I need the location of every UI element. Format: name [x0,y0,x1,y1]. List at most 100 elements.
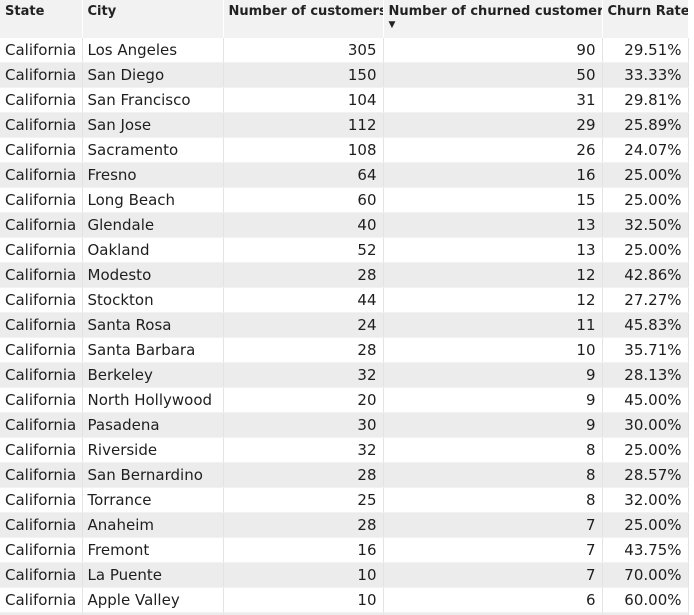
cell-churned: 9 [383,362,603,388]
cell-churned: 11 [383,312,603,338]
cell-city: Pasadena [82,412,224,438]
cell-customers: 104 [223,87,384,113]
cell-city: Oakland [82,237,224,263]
sort-descending-icon[interactable]: ▼ [388,20,396,30]
cell-rate: 29.81% [602,87,689,113]
table-row[interactable]: California Stockton 44 12 27.27% [0,287,689,313]
cell-customers: 32 [223,437,384,463]
cell-customers: 32 [223,362,384,388]
cell-city: Riverside [82,437,224,463]
cell-city: Stockton [82,287,224,313]
cell-rate: 28.13% [602,362,689,388]
header-label-city: City [87,4,117,19]
table-row[interactable]: California Fremont 16 7 43.75% [0,537,689,563]
table-row[interactable]: California Modesto 28 12 42.86% [0,262,689,288]
cell-state: California [0,337,83,363]
cell-churned: 16 [383,162,603,188]
table-row[interactable]: California Pasadena 30 9 30.00% [0,412,689,438]
table-row[interactable]: California Oakland 52 13 25.00% [0,237,689,263]
column-header-customers[interactable]: Number of customers [223,0,384,38]
table-row[interactable]: California Riverside 32 8 25.00% [0,437,689,463]
table-row[interactable]: California Glendale 40 13 32.50% [0,212,689,238]
table-row[interactable]: California Anaheim 28 7 25.00% [0,512,689,538]
cell-churned: 12 [383,287,603,313]
table-row[interactable]: CaliforniaBurbank25624.00% [0,612,689,615]
cell-customers: 10 [223,562,384,588]
cell-city: Apple Valley [82,587,224,613]
cell-customers: 25 [223,612,384,615]
cell-state: California [0,562,83,588]
cell-rate: 45.83% [602,312,689,338]
cell-churned: 15 [383,187,603,213]
cell-state: California [0,387,83,413]
cell-churned: 8 [383,487,603,513]
table-row[interactable]: California Santa Rosa 24 11 45.83% [0,312,689,338]
table-row[interactable]: California Berkeley 32 9 28.13% [0,362,689,388]
cell-churned: 13 [383,237,603,263]
cell-state: California [0,212,83,238]
cell-state: California [0,287,83,313]
cell-customers: 30 [223,412,384,438]
cell-churned: 13 [383,212,603,238]
column-header-churned[interactable]: Number of churned customers ▼ [383,0,603,38]
table-row[interactable]: California San Francisco 104 31 29.81% [0,87,689,113]
table-row[interactable]: California Sacramento 108 26 24.07% [0,137,689,163]
header-label-churned: Number of churned customers [388,4,602,19]
cell-state: California [0,262,83,288]
cell-churned: 26 [383,137,603,163]
cell-city: Los Angeles [82,38,224,63]
cell-customers: 40 [223,212,384,238]
cell-city: Fresno [82,162,224,188]
cell-city: Berkeley [82,362,224,388]
cell-city: Burbank [82,612,224,615]
cell-customers: 16 [223,537,384,563]
column-header-city[interactable]: City [82,0,224,38]
cell-rate: 30.00% [602,412,689,438]
cell-rate: 24.00% [602,612,689,615]
cell-churned: 7 [383,537,603,563]
cell-state: California [0,512,83,538]
cell-city: San Francisco [82,87,224,113]
cell-churned: 7 [383,562,603,588]
cell-churned: 10 [383,337,603,363]
cell-customers: 305 [223,38,384,63]
cell-customers: 24 [223,312,384,338]
cell-customers: 28 [223,462,384,488]
table-row[interactable]: California San Jose 112 29 25.89% [0,112,689,138]
cell-rate: 25.00% [602,237,689,263]
header-label-state: State [5,4,45,19]
cell-churned: 6 [383,587,603,613]
cell-state: California [0,162,83,188]
column-header-rate[interactable]: Churn Rate [602,0,689,38]
cell-city: Long Beach [82,187,224,213]
column-header-state[interactable]: State [0,0,83,38]
cell-rate: 24.07% [602,137,689,163]
cell-rate: 29.51% [602,38,689,63]
cell-city: Anaheim [82,512,224,538]
cell-churned: 6 [383,612,603,615]
table-row[interactable]: California Long Beach 60 15 25.00% [0,187,689,213]
table-row[interactable]: California La Puente 10 7 70.00% [0,562,689,588]
cell-city: Modesto [82,262,224,288]
cell-city: Fremont [82,537,224,563]
cell-city: Sacramento [82,137,224,163]
table-row[interactable]: California Santa Barbara 28 10 35.71% [0,337,689,363]
cell-state: California [0,38,83,63]
cell-customers: 28 [223,337,384,363]
cell-rate: 25.00% [602,437,689,463]
cell-churned: 29 [383,112,603,138]
table-row[interactable]: California Torrance 25 8 32.00% [0,487,689,513]
cell-customers: 150 [223,62,384,88]
table-row[interactable]: California Fresno 64 16 25.00% [0,162,689,188]
cell-customers: 52 [223,237,384,263]
cell-city: San Jose [82,112,224,138]
header-label-customers: Number of customers [228,4,383,19]
table-row[interactable]: California San Diego 150 50 33.33% [0,62,689,88]
table-row[interactable]: California San Bernardino 28 8 28.57% [0,462,689,488]
table-row[interactable]: California Los Angeles 305 90 29.51% [0,38,689,63]
header-row: State City Number of customers Number of… [0,0,689,38]
table-row[interactable]: California Apple Valley 10 6 60.00% [0,587,689,613]
table-row[interactable]: California North Hollywood 20 9 45.00% [0,387,689,413]
